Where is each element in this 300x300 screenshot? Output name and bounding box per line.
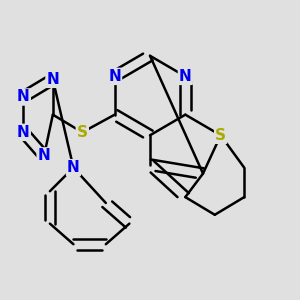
Text: N: N [179,69,192,84]
Text: N: N [17,125,30,140]
Text: N: N [38,148,50,164]
Text: N: N [46,72,59,87]
Text: S: S [77,125,88,140]
Text: N: N [67,160,80,175]
Text: N: N [17,89,30,104]
Text: S: S [215,128,226,143]
Text: N: N [108,69,121,84]
